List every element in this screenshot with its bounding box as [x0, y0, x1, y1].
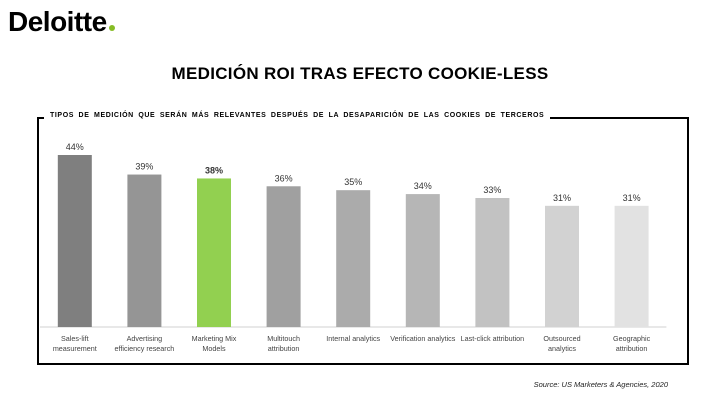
page-title: MEDICIÓN ROI TRAS EFECTO COOKIE-LESS — [171, 64, 549, 83]
bar-5 — [405, 194, 440, 327]
value-label-2: 38% — [205, 165, 223, 175]
bar-3 — [266, 186, 301, 327]
category-label-2: Marketing Mix Models — [192, 334, 237, 353]
category-label-7: Outsourced analytics — [543, 334, 580, 353]
value-label-7: 31% — [553, 193, 571, 203]
bar-2 — [197, 178, 231, 327]
bar-0 — [57, 155, 92, 327]
bar-8 — [614, 205, 649, 327]
source-note: Source: US Marketers & Agencies, 2020 — [533, 380, 668, 389]
bar-4 — [336, 190, 371, 327]
category-label-5: Verification analytics — [390, 334, 456, 343]
value-label-5: 34% — [414, 181, 432, 191]
category-label-8: Geographic attribution — [613, 334, 651, 353]
category-label-3: Multitouch attribution — [267, 334, 300, 353]
category-label-4: Internal analytics — [326, 334, 380, 343]
category-label-6: Last-click attribution — [461, 334, 525, 343]
logo-text: Deloitte — [8, 6, 107, 37]
category-label-1: Advertising efficiency research — [115, 334, 175, 353]
value-label-4: 35% — [344, 177, 362, 187]
bar-7 — [545, 205, 579, 327]
deloitte-logo: Deloitte — [8, 6, 115, 38]
value-label-6: 33% — [483, 185, 501, 195]
value-label-8: 31% — [623, 193, 641, 203]
chart-title: TIPOS DE MEDICIÓN QUE SERÁN MÁS RELEVANT… — [44, 112, 551, 119]
value-label-1: 39% — [135, 162, 153, 172]
bar-1 — [127, 174, 162, 327]
category-label-0: Sales-lift measurement — [53, 334, 97, 353]
value-label-3: 36% — [275, 173, 293, 183]
value-label-0: 44% — [66, 142, 84, 152]
logo-green-dot — [108, 25, 115, 31]
bar-6 — [475, 198, 510, 327]
